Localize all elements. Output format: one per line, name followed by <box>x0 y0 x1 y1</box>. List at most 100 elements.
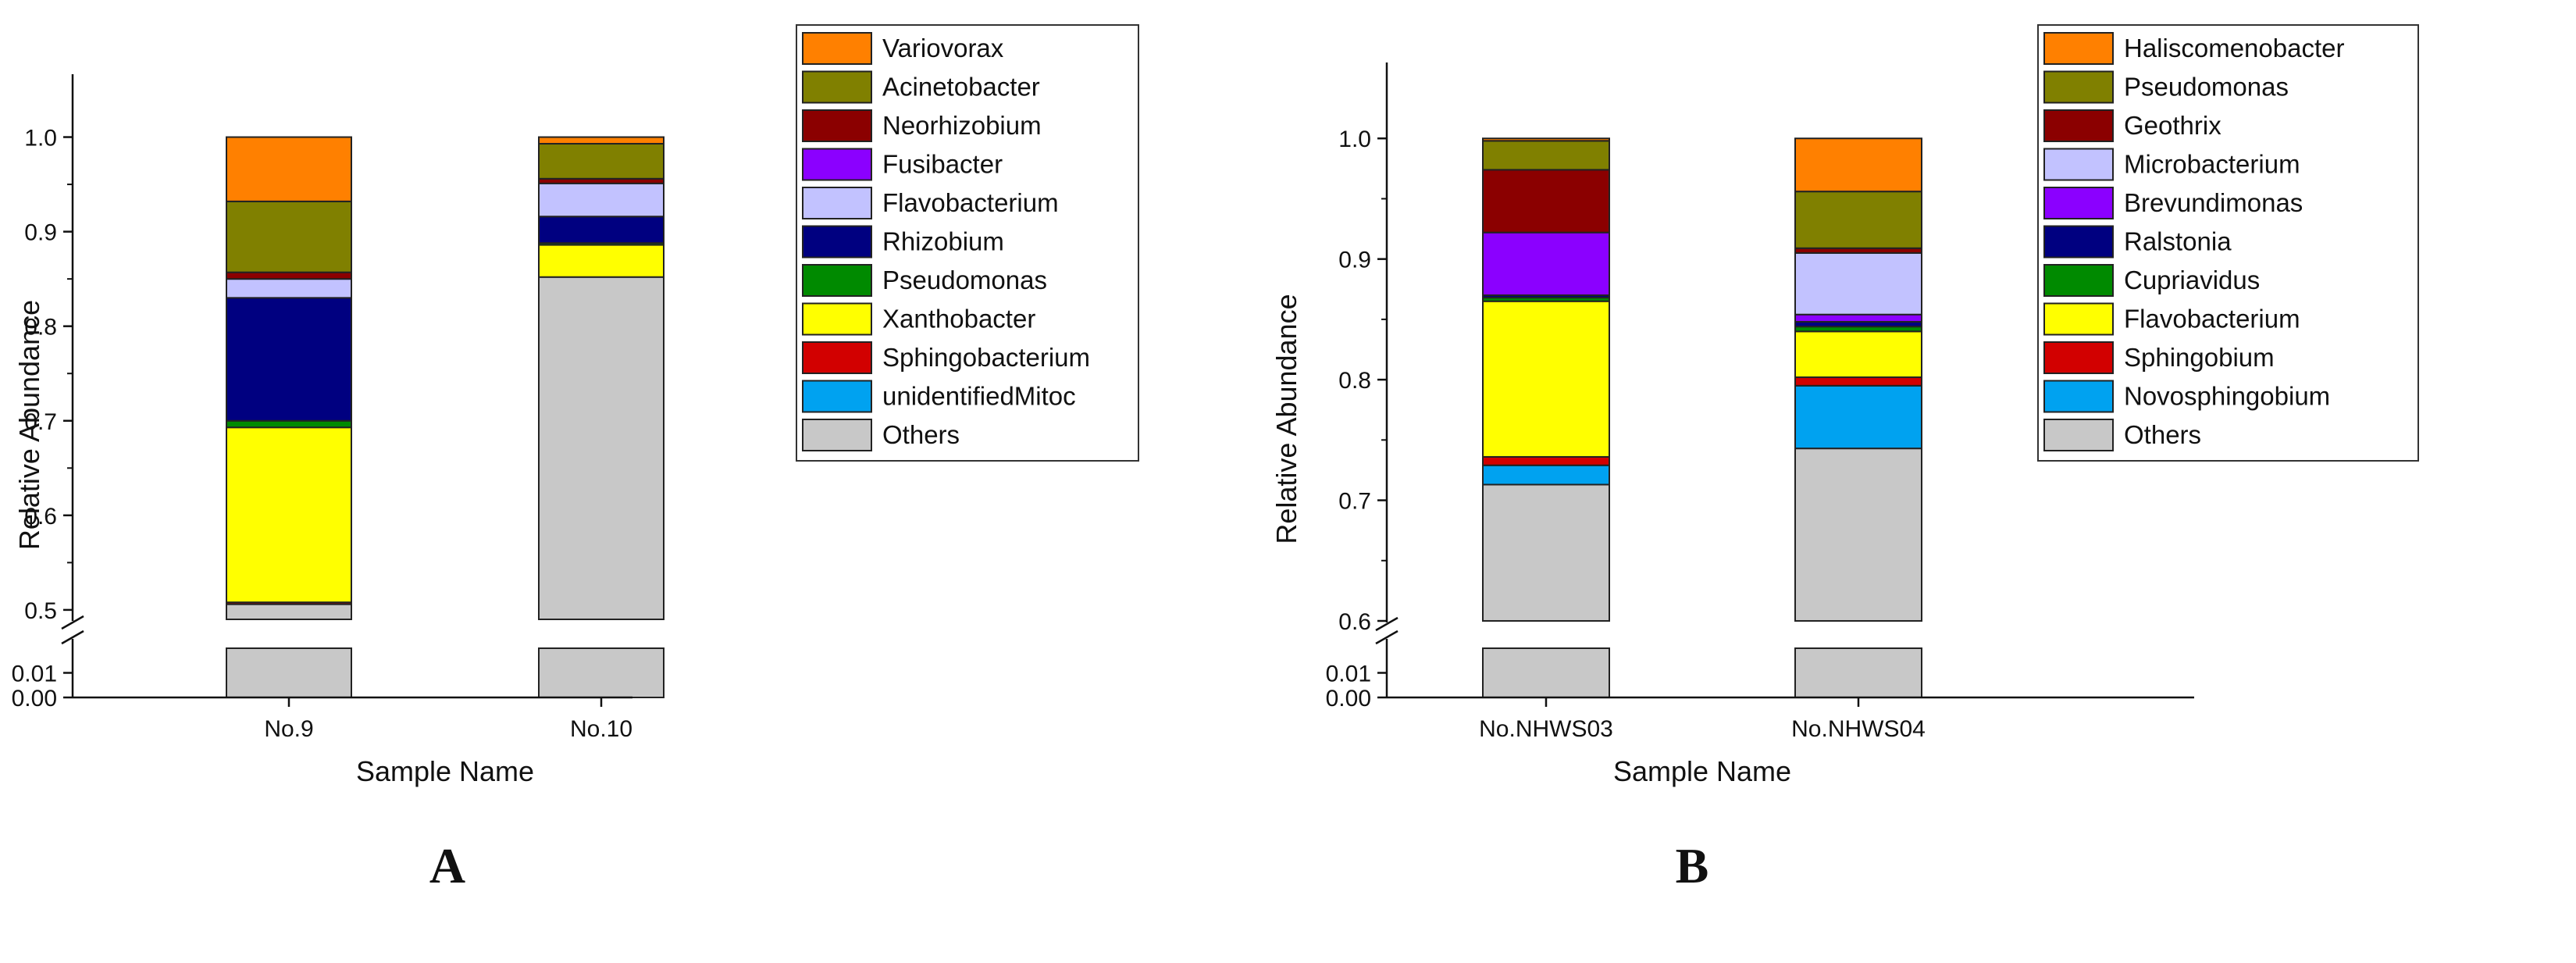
legend-label-Xanthobacter: Xanthobacter <box>882 305 1035 333</box>
legend-swatch-Flavobacterium <box>802 187 872 219</box>
bar-segment-No.9-Pseudomonas <box>226 419 352 429</box>
bar-segment-No.9-Acinetobacter <box>226 200 352 273</box>
legend-label-Flavobacterium: Flavobacterium <box>2124 305 2300 333</box>
legend-label-Haliscomenobacter: Haliscomenobacter <box>2124 34 2344 62</box>
panel-label: B <box>1676 838 1709 893</box>
legend-swatch-Others <box>802 419 872 451</box>
bar-segment-No.9-Others <box>226 603 352 621</box>
x-tick-label-No.NHWS04: No.NHWS04 <box>1791 716 1926 742</box>
legend-swatch-Sphingobium <box>2043 341 2114 374</box>
legend-label-Geothrix: Geothrix <box>2124 111 2221 140</box>
legend-swatch-Acinetobacter <box>802 70 872 104</box>
legend-label-unidentifiedMitoc: unidentifiedMitoc <box>882 382 1076 411</box>
bar-segment-No.10-Acinetobacter <box>538 143 664 180</box>
bar-segment-No.10-Others <box>538 276 664 620</box>
bar-segment-No.NHWS04-Sphingobium <box>1794 376 1922 387</box>
bar-segment-No.NHWS03-Sphingobium <box>1482 455 1610 466</box>
axis-break-mark-top <box>61 615 84 630</box>
y-tick-label-0.00: 0.00 <box>1326 686 1371 712</box>
y-tick-label-0.9: 0.9 <box>24 220 57 246</box>
y-tick-label-0.01: 0.01 <box>1326 662 1371 687</box>
legend-swatch-Pseudomonas <box>2043 70 2114 104</box>
y-tick-label-0.7: 0.7 <box>1338 489 1371 515</box>
legend-swatch-Fusibacter <box>802 148 872 181</box>
chart-panel-b: 0.6 0.7 0.8 0.9 1.0 0.000.01 No.NHWS03 No.NHWS0… <box>1270 24 2419 893</box>
y-tick-label-0.5: 0.5 <box>24 598 57 624</box>
bar-segment-No.NHWS04-Microbacterium <box>1794 251 1922 316</box>
y-axis-title: Relative Abundance <box>1270 294 1302 544</box>
x-axis-title: Sample Name <box>356 755 534 787</box>
y-tick-label-0.6: 0.6 <box>1338 609 1371 635</box>
legend-label-Pseudomonas: Pseudomonas <box>2124 73 2289 102</box>
bar-segment-No.NHWS03-Flavobacterium <box>1482 300 1610 458</box>
bar-segment-No.9-Others-lower <box>226 647 352 698</box>
legend-swatch-Variovorax <box>802 32 872 65</box>
legend-label-Cupriavidus: Cupriavidus <box>2124 266 2260 294</box>
y-tick-label-0.7: 0.7 <box>24 409 57 435</box>
bar-segment-No.NHWS04-Others-lower <box>1794 647 1922 698</box>
legend-swatch-Ralstonia <box>2043 225 2114 259</box>
legend-swatch-Brevundimonas <box>2043 187 2114 219</box>
axis-break-mark-bottom <box>61 630 84 645</box>
y-axis-title: Relative Abundance <box>13 300 45 550</box>
y-tick-label-0.9: 0.9 <box>1338 248 1371 273</box>
bar-segment-No.9-Flavobacterium <box>226 278 352 299</box>
legend-label-Sphingobacterium: Sphingobacterium <box>882 343 1090 372</box>
legend-label-Flavobacterium: Flavobacterium <box>882 188 1059 217</box>
legend-label-Ralstonia: Ralstonia <box>2124 227 2232 256</box>
bar-segment-No.NHWS04-Haliscomenobacter <box>1794 137 1922 193</box>
legend-swatch-Geothrix <box>2043 109 2114 142</box>
bar-segment-No.10-Xanthobacter <box>538 244 664 278</box>
bar-segment-No.10-Flavobacterium <box>538 182 664 218</box>
legend-label-Brevundimonas: Brevundimonas <box>2124 188 2303 217</box>
bar-segment-No.10-Others-lower <box>538 647 664 698</box>
bar-segment-No.NHWS04-Novosphingobium <box>1794 384 1922 450</box>
legend-label-Others: Others <box>882 420 960 449</box>
legend-label-Sphingobium: Sphingobium <box>2124 343 2275 372</box>
bar-segment-No.NHWS03-Haliscomenobacter <box>1482 137 1610 142</box>
y-tick-label-0.8: 0.8 <box>24 315 57 341</box>
legend-label-Variovorax: Variovorax <box>882 34 1004 62</box>
bar-segment-No.NHWS03-Others-lower <box>1482 647 1610 698</box>
x-tick-label-No.NHWS03: No.NHWS03 <box>1479 716 1613 742</box>
bar-segment-No.9-Neorhizobium <box>226 271 352 280</box>
legend-swatch-Cupriavidus <box>2043 264 2114 297</box>
y-tick-label-0.6: 0.6 <box>24 504 57 530</box>
legend-swatch-Pseudomonas <box>802 264 872 297</box>
legend-label-Fusibacter: Fusibacter <box>882 150 1003 179</box>
legend-label-Others: Others <box>2124 420 2201 449</box>
bar-segment-No.9-Rhizobium <box>226 297 352 422</box>
legend-swatch-Others <box>2043 419 2114 451</box>
bar-segment-No.NHWS03-Pseudomonas <box>1482 140 1610 171</box>
x-tick-label-No.10: No.10 <box>570 716 632 742</box>
bar-segment-No.NHWS03-Novosphingobium <box>1482 464 1610 486</box>
legend-swatch-unidentifiedMitoc <box>802 380 872 413</box>
bar-segment-No.10-Variovorax <box>538 136 664 145</box>
legend-swatch-Flavobacterium <box>2043 302 2114 336</box>
legend-label-Neorhizobium: Neorhizobium <box>882 111 1042 140</box>
legend-swatch-Novosphingobium <box>2043 380 2114 413</box>
bar-segment-No.9-Xanthobacter <box>226 426 352 604</box>
bar-segment-No.NHWS04-Flavobacterium <box>1794 330 1922 379</box>
x-axis-title: Sample Name <box>1613 755 1791 787</box>
y-tick-label-1.0: 1.0 <box>1338 127 1371 152</box>
axis-break-mark-bottom <box>1375 630 1398 645</box>
legend-label-Acinetobacter: Acinetobacter <box>882 73 1040 102</box>
bar-segment-No.NHWS04-Others <box>1794 448 1922 622</box>
y-tick-label-1.0: 1.0 <box>24 126 57 152</box>
bar-segment-No.NHWS04-Brevundimonas <box>1794 313 1922 323</box>
legend-label-Microbacterium: Microbacterium <box>2124 150 2300 179</box>
legend-swatch-Microbacterium <box>2043 148 2114 181</box>
legend-swatch-Xanthobacter <box>802 302 872 336</box>
legend-swatch-Sphingobacterium <box>802 341 872 374</box>
bar-segment-No.10-Rhizobium <box>538 216 664 244</box>
bar-segment-No.NHWS04-Pseudomonas <box>1794 191 1922 249</box>
legend-swatch-Rhizobium <box>802 225 872 259</box>
axis-break-gap <box>1363 624 1952 637</box>
chart-panel-a: 0.5 0.6 0.7 0.8 0.9 1.0 0.000.01 No.9 No.10 Relat… <box>12 24 1139 893</box>
y-tick-label-0.8: 0.8 <box>1338 368 1371 394</box>
panel-label: A <box>429 838 465 893</box>
y-tick-label-0.00: 0.00 <box>12 686 57 712</box>
bar-segment-No.NHWS03-Others <box>1482 483 1610 622</box>
